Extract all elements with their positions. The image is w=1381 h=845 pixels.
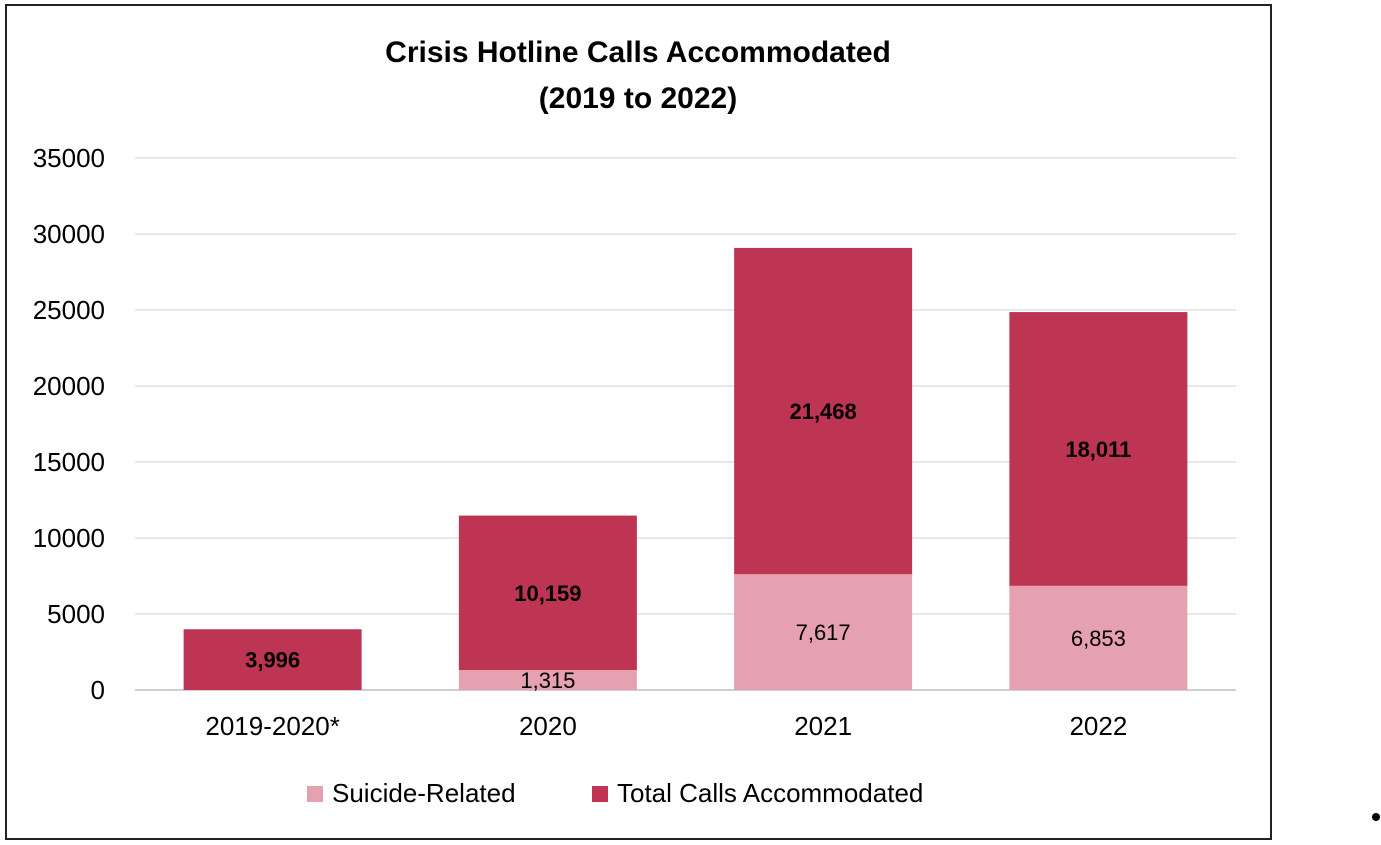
y-tick-label: 25000: [33, 295, 105, 325]
bar-segment: [458, 515, 637, 671]
y-tick-label: 5000: [47, 599, 105, 629]
data-label: 3,996: [245, 648, 300, 673]
bar-segment: [1009, 312, 1188, 586]
bar-segment: [183, 629, 362, 690]
legend: Suicide-Related Total Calls Accommodated: [307, 778, 923, 808]
legend-swatch: [592, 786, 608, 802]
bar-segment: [1009, 585, 1188, 690]
x-tick-label: 2020: [519, 711, 577, 741]
data-label: 1,315: [520, 668, 575, 693]
y-tick-label: 10000: [33, 523, 105, 553]
chart-title-line-1: Crisis Hotline Calls Accommodated: [385, 36, 891, 69]
data-label: 6,853: [1071, 626, 1126, 651]
y-axis-ticks: 0 5000 10000 15000 20000 25000 30000 35000: [33, 143, 105, 705]
data-label: 7,617: [796, 620, 851, 645]
x-tick-label: 2019-2020*: [205, 711, 339, 741]
y-tick-label: 35000: [33, 143, 105, 173]
legend-label: Suicide-Related: [332, 778, 516, 808]
data-label: 21,468: [789, 399, 856, 424]
x-tick-label: 2021: [794, 711, 852, 741]
y-tick-label: 15000: [33, 447, 105, 477]
data-label: 18,011: [1065, 437, 1131, 462]
data-label: 10,159: [514, 581, 581, 606]
chart-title-line-2: (2019 to 2022): [539, 82, 737, 115]
x-axis-labels: 2019-2020* 2020 2021 2022: [205, 711, 1127, 741]
legend-swatch: [307, 786, 323, 802]
bullet-dot: [1372, 813, 1380, 821]
y-tick-label: 0: [91, 675, 105, 705]
bars: 3,996 1,315 10,159 7,617 21,468 6,853 18,011: [183, 247, 1188, 693]
x-tick-label: 2022: [1069, 711, 1127, 741]
bar-segment: [734, 247, 913, 575]
y-tick-label: 20000: [33, 371, 105, 401]
bar-segment: [734, 574, 913, 690]
y-tick-label: 30000: [33, 219, 105, 249]
bar-segment: [458, 670, 637, 690]
legend-label: Total Calls Accommodated: [617, 778, 923, 808]
